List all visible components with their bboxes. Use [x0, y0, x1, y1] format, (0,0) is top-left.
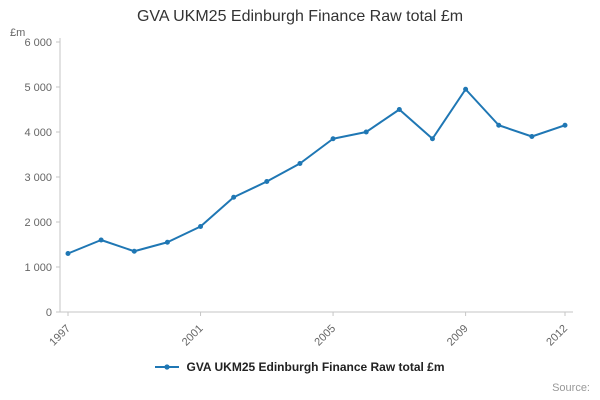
x-tick-label: 1997	[47, 323, 73, 349]
data-point	[231, 194, 237, 200]
x-tick-label: 2001	[180, 323, 206, 349]
x-tick-label: 2009	[445, 323, 471, 349]
x-tick-label: 2005	[312, 323, 338, 349]
data-point	[198, 224, 204, 229]
data-point	[98, 237, 104, 243]
data-point	[330, 136, 336, 142]
data-point	[264, 179, 270, 184]
data-point	[396, 107, 402, 112]
chart-title: GVA UKM25 Edinburgh Finance Raw total £m	[136, 8, 464, 25]
y-axis-unit-label: £m	[10, 27, 26, 39]
y-tick-label: 0	[46, 307, 52, 319]
y-tick-label: 2 000	[24, 217, 52, 229]
y-tick-label: 3 000	[24, 172, 52, 184]
data-point	[65, 251, 71, 256]
data-point	[164, 239, 170, 245]
y-tick-label: 4 000	[24, 127, 52, 139]
legend[interactable]: GVA UKM25 Edinburgh Finance Raw total £m	[0, 360, 600, 374]
y-tick-label: 5 000	[24, 82, 52, 94]
y-tick-label: 6 000	[24, 37, 52, 49]
data-point	[363, 129, 369, 135]
data-point	[463, 86, 469, 92]
source-label: Source:	[552, 382, 590, 394]
legend-label: GVA UKM25 Edinburgh Finance Raw total £m	[186, 360, 445, 374]
x-tick-label: 2012	[544, 323, 570, 349]
data-point	[496, 122, 502, 128]
data-point	[297, 161, 303, 166]
data-point	[131, 248, 137, 254]
y-tick-label: 1 000	[24, 262, 52, 274]
data-point	[429, 136, 435, 142]
legend-line-marker-icon	[155, 364, 180, 370]
data-point	[562, 122, 568, 128]
data-line	[67, 88, 566, 255]
data-point	[529, 134, 535, 139]
